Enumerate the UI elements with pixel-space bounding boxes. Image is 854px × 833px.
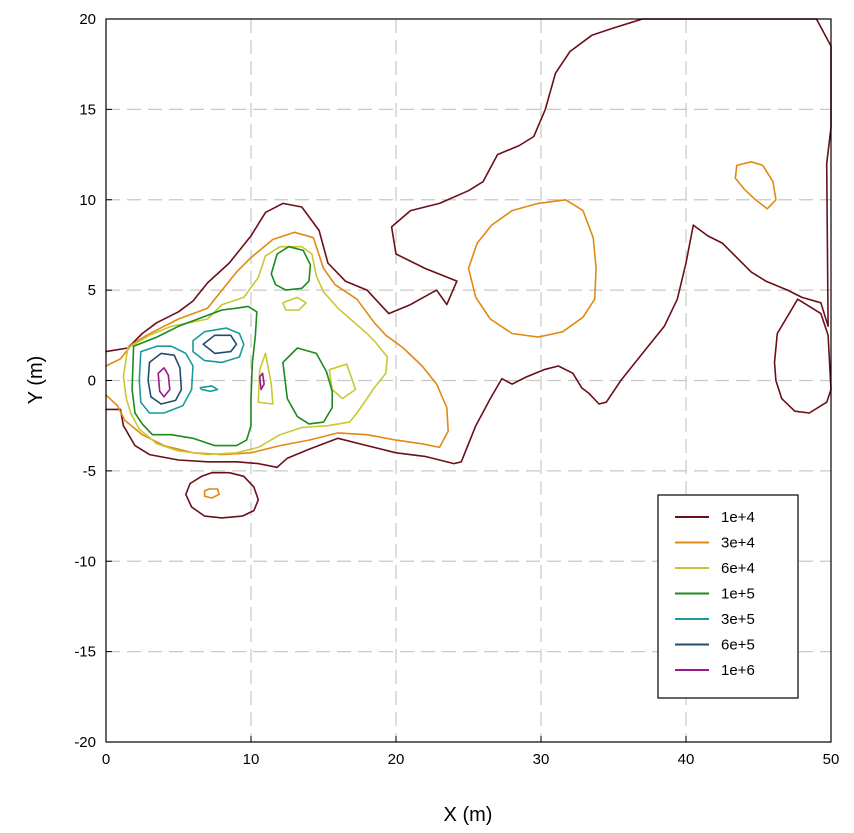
contour-line-1e+5	[282, 347, 333, 425]
contour-line-3e+4	[203, 488, 220, 499]
x-tick-label: 10	[243, 751, 260, 768]
contour-line-6e+5	[147, 352, 183, 405]
y-tick-label: 0	[88, 373, 96, 390]
y-tick-label: 20	[79, 11, 96, 28]
contour-line-6e+5	[202, 334, 238, 355]
contour-line-6e+4	[257, 352, 274, 405]
contour-line-3e+4	[105, 231, 449, 456]
contour-line-3e+5	[138, 345, 194, 414]
x-tick-label: 30	[533, 751, 550, 768]
contour-line-3e+4	[467, 199, 597, 338]
legend-label: 3e+4	[721, 535, 755, 552]
y-axis-title: Y (m)	[25, 356, 47, 405]
contour-line-1e+6	[157, 367, 171, 398]
y-tick-label: -20	[74, 734, 96, 751]
contour-line-1e+4	[185, 471, 260, 519]
legend: 1e+4 3e+4 6e+4 1e+5 3e+5 6e+5 1e+6	[657, 494, 799, 699]
x-tick-label: 40	[678, 751, 695, 768]
contour-line-1e+4	[105, 18, 832, 469]
y-tick-label: -10	[74, 553, 96, 570]
x-tick-label: 0	[102, 751, 110, 768]
contour-line-1e+4	[773, 298, 832, 414]
y-tick-label: -15	[74, 644, 96, 661]
contour-line-3e+4	[734, 161, 777, 210]
x-tick-label: 20	[388, 751, 405, 768]
contour-lines	[105, 18, 832, 519]
y-tick-label: 5	[88, 282, 96, 299]
contour-line-1e+6	[258, 372, 265, 391]
legend-label: 1e+4	[721, 509, 755, 526]
legend-box	[657, 494, 799, 699]
legend-label: 3e+5	[721, 611, 755, 628]
legend-label: 6e+4	[721, 560, 755, 577]
contour-line-6e+4	[122, 245, 389, 456]
axis-ticks: 0 10 20 30 40 50 -20 -15 -10 -5 0 5 10 15 20	[74, 11, 839, 768]
y-tick-label: -5	[83, 463, 96, 480]
contour-line-6e+4	[282, 296, 307, 311]
y-tick-label: 10	[79, 192, 96, 209]
contour-line-3e+5	[192, 327, 245, 364]
contour-line-1e+5	[270, 245, 312, 291]
y-tick-label: 15	[79, 101, 96, 118]
x-axis-title: X (m)	[444, 804, 493, 826]
legend-label: 1e+6	[721, 662, 755, 679]
x-tick-label: 50	[823, 751, 840, 768]
contour-line-1e+5	[131, 305, 258, 447]
legend-label: 1e+5	[721, 586, 755, 603]
contour-line-3e+5	[199, 385, 219, 393]
legend-label: 6e+5	[721, 637, 755, 654]
